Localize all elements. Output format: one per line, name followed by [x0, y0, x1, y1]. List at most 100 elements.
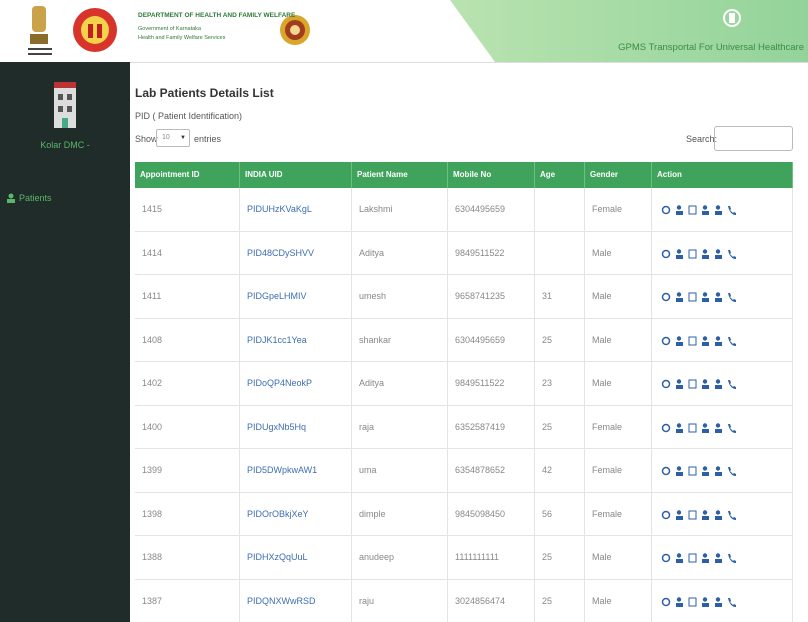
action-icon[interactable] — [702, 596, 709, 607]
action-icon[interactable] — [676, 379, 683, 389]
action-icon[interactable] — [728, 293, 736, 302]
column-header[interactable]: Gender — [585, 162, 652, 188]
action-icon[interactable] — [715, 205, 722, 215]
action-icon[interactable] — [728, 510, 736, 520]
action-icon[interactable] — [702, 422, 709, 433]
search-label: Search: — [686, 134, 718, 144]
action-icon[interactable] — [688, 466, 697, 476]
action-icon[interactable] — [702, 466, 709, 476]
uid-link[interactable]: PIDUHzKVaKgL — [240, 188, 352, 232]
action-icon[interactable] — [702, 379, 709, 389]
action-icon[interactable] — [676, 509, 683, 520]
action-icon[interactable] — [688, 553, 697, 563]
uid-link[interactable]: PIDGpeLHMIV — [240, 275, 352, 319]
action-icon[interactable] — [688, 336, 697, 345]
action-icon[interactable] — [661, 205, 671, 215]
uid-link[interactable]: PIDOrOBkjXeY — [240, 492, 352, 536]
action-icons — [661, 248, 736, 259]
action-cell — [652, 449, 793, 493]
action-icon[interactable] — [661, 423, 671, 432]
header-banner — [450, 0, 808, 62]
action-icon[interactable] — [715, 335, 722, 346]
action-icon[interactable] — [715, 422, 722, 433]
menu-item[interactable]: Patients — [19, 193, 52, 203]
action-icon[interactable] — [728, 249, 736, 259]
action-icon[interactable] — [715, 379, 722, 389]
table-cell: 1388 — [135, 536, 240, 580]
action-icon[interactable] — [715, 553, 722, 563]
page-size-select[interactable]: 10 ▼ — [156, 129, 190, 147]
action-icon[interactable] — [702, 553, 709, 563]
uid-link[interactable]: PIDJK1cc1Yea — [240, 318, 352, 362]
column-header[interactable]: Age — [535, 162, 585, 188]
table-cell: 6352587419 — [448, 405, 535, 449]
action-icon[interactable] — [688, 292, 697, 302]
uid-link[interactable]: PIDQNXWwRSD — [240, 579, 352, 622]
patients-table: Appointment ID INDIA UID Patient Name Mobil… — [135, 162, 793, 622]
action-icon[interactable] — [688, 205, 697, 215]
action-cell — [652, 318, 793, 362]
action-icon[interactable] — [661, 466, 671, 476]
action-icon[interactable] — [702, 292, 709, 302]
action-icon[interactable] — [688, 597, 697, 606]
column-header[interactable]: Appointment ID — [135, 162, 240, 188]
uid-link[interactable]: PID5DWpkwAW1 — [240, 449, 352, 493]
action-icon[interactable] — [702, 248, 709, 259]
action-icon[interactable] — [728, 597, 736, 607]
action-icon[interactable] — [728, 336, 736, 346]
column-header[interactable]: Patient Name — [352, 162, 448, 188]
table-cell: 1415 — [135, 188, 240, 232]
action-icon[interactable] — [715, 292, 722, 302]
action-icon[interactable] — [715, 466, 722, 476]
action-cell — [652, 405, 793, 449]
action-icon[interactable] — [661, 379, 671, 389]
page-size: 10 — [162, 134, 170, 141]
action-icon[interactable] — [702, 509, 709, 520]
action-icon[interactable] — [728, 554, 736, 563]
action-icon[interactable] — [676, 205, 683, 215]
table-cell: uma — [352, 449, 448, 493]
action-icon[interactable] — [661, 510, 671, 519]
action-icon[interactable] — [676, 596, 683, 607]
action-icon[interactable] — [676, 553, 683, 563]
action-icon[interactable] — [715, 596, 722, 607]
uid-link[interactable]: PIDHXzQqUuL — [240, 536, 352, 580]
table-cell: 6354878652 — [448, 449, 535, 493]
table-cell: 9849511522 — [448, 362, 535, 406]
action-icon[interactable] — [676, 248, 683, 259]
action-icon[interactable] — [715, 248, 722, 259]
uid-link[interactable]: PIDoQP4NeokP — [240, 362, 352, 406]
action-icon[interactable] — [661, 292, 671, 302]
uid-link[interactable]: PIDUgxNb5Hq — [240, 405, 352, 449]
action-icon[interactable] — [728, 380, 736, 389]
column-header[interactable]: INDIA UID — [240, 162, 352, 188]
column-header[interactable]: Mobile No — [448, 162, 535, 188]
action-icon[interactable] — [715, 509, 722, 520]
action-icon[interactable] — [728, 423, 736, 433]
action-icon[interactable] — [688, 249, 697, 258]
table-cell: 23 — [535, 362, 585, 406]
action-icon[interactable] — [676, 422, 683, 433]
action-icon[interactable] — [728, 467, 736, 476]
action-icon[interactable] — [688, 423, 697, 432]
action-icon[interactable] — [702, 335, 709, 346]
action-icon[interactable] — [688, 510, 697, 519]
action-icon[interactable] — [728, 206, 736, 215]
action-icon[interactable] — [661, 249, 671, 258]
action-icon[interactable] — [676, 292, 683, 302]
column-header[interactable]: Action — [652, 162, 793, 188]
action-icon[interactable] — [702, 205, 709, 215]
action-icon[interactable] — [661, 597, 671, 606]
action-icon[interactable] — [661, 553, 671, 563]
table-cell: 1402 — [135, 362, 240, 406]
action-icon[interactable] — [688, 379, 697, 389]
uid-link[interactable]: PID48CDySHVV — [240, 231, 352, 275]
action-icon[interactable] — [661, 336, 671, 345]
search-input[interactable] — [714, 126, 793, 151]
action-icon[interactable] — [676, 335, 683, 346]
table-cell: 9849511522 — [448, 231, 535, 275]
table-cell: 1400 — [135, 405, 240, 449]
table-cell: Aditya — [352, 362, 448, 406]
action-icon[interactable] — [676, 466, 683, 476]
app-name: GPMS Transportal For Universal Healthcar… — [618, 42, 804, 53]
